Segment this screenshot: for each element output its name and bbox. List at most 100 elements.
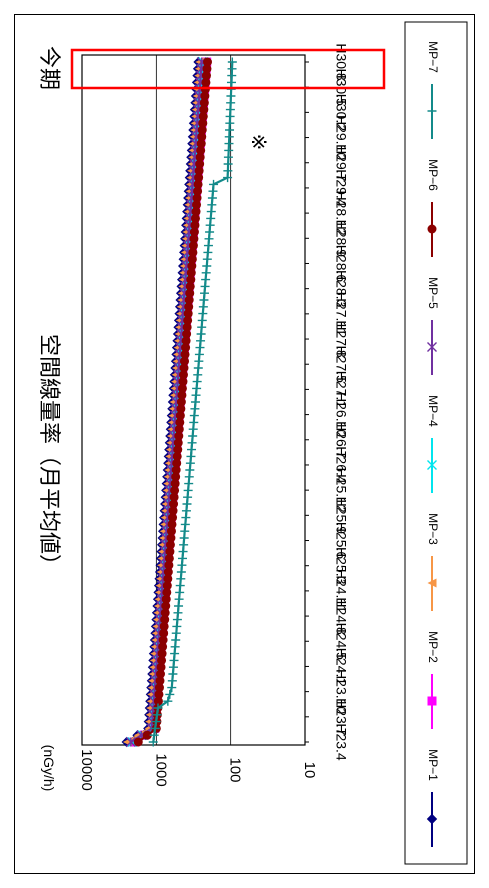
- x-tick-label: H26.7: [333, 421, 349, 459]
- data-point: [187, 261, 197, 271]
- x-tick-label: H28.6: [333, 245, 349, 283]
- data-point: [196, 145, 206, 155]
- x-tick-label: H25.12: [333, 468, 349, 513]
- legend-label: MP−7: [426, 41, 440, 73]
- x-tick-label: H29.7: [333, 144, 349, 182]
- data-point: [184, 295, 194, 305]
- data-point: [161, 594, 171, 604]
- data-point: [180, 356, 190, 366]
- data-point: [177, 390, 187, 400]
- x-tick-label: H30.8: [333, 43, 349, 81]
- data-point: [156, 669, 166, 679]
- data-point: [193, 186, 203, 196]
- data-point: [209, 179, 219, 189]
- data-point: [157, 649, 167, 659]
- x-tick-label: H27.11: [333, 292, 349, 336]
- chart-title: 空間線量率（月平均値）: [37, 334, 62, 576]
- x-tick-label: H26.4: [333, 446, 349, 484]
- data-point: [171, 472, 181, 482]
- y-axis-label: (nGy/h): [41, 745, 57, 792]
- legend-label: MP−3: [426, 513, 440, 545]
- data-point: [166, 533, 176, 543]
- legend-label: MP−4: [426, 395, 440, 427]
- data-point: [158, 642, 168, 652]
- x-tick-label: H25.6: [333, 522, 349, 560]
- legend-item: MP−4: [426, 395, 440, 493]
- x-tick-label: H29.10: [333, 115, 349, 160]
- legend-label: MP−2: [426, 631, 440, 663]
- data-point: [189, 234, 199, 244]
- note-mark: ※: [247, 134, 269, 151]
- data-point: [163, 696, 173, 706]
- data-point: [151, 717, 161, 727]
- data-point: [181, 343, 191, 353]
- data-point: [198, 111, 208, 121]
- data-point: [427, 578, 437, 588]
- data-point: [176, 397, 186, 407]
- data-point: [173, 445, 183, 455]
- data-point: [426, 813, 438, 825]
- x-tick-label: H27.8: [333, 320, 349, 358]
- data-point: [156, 662, 166, 672]
- x-tick-label: H28.12: [333, 191, 349, 236]
- data-point: [168, 513, 178, 523]
- data-point: [171, 465, 181, 475]
- data-point: [427, 106, 437, 116]
- x-tick-label: H28.3: [333, 270, 349, 308]
- data-point: [201, 71, 211, 81]
- data-point: [190, 213, 200, 223]
- x-tick-label: H23.4: [333, 723, 349, 761]
- data-point: [195, 152, 205, 162]
- data-point: [160, 608, 170, 618]
- data-point: [169, 499, 179, 509]
- data-point: [153, 696, 163, 706]
- data-point: [198, 118, 208, 128]
- y-tick-label: 10000: [78, 749, 95, 791]
- data-point: [178, 370, 188, 380]
- y-tick-label: 1000: [152, 753, 169, 786]
- data-point: [142, 730, 152, 740]
- x-tick-label: H30.2: [333, 94, 349, 132]
- x-tick-label: H23.7: [333, 698, 349, 736]
- legend-item: MP−6: [426, 159, 440, 257]
- data-point: [180, 349, 190, 359]
- data-point: [201, 77, 211, 87]
- data-point: [165, 689, 175, 699]
- data-point: [189, 227, 199, 237]
- data-point: [170, 479, 180, 489]
- data-point: [202, 57, 212, 67]
- data-point: [159, 621, 169, 631]
- chart-frame: [14, 14, 475, 874]
- data-point: [165, 547, 175, 557]
- data-point: [163, 567, 173, 577]
- latest-period-highlight: [70, 48, 386, 90]
- data-point: [172, 458, 182, 468]
- data-point: [192, 200, 202, 210]
- data-point: [182, 329, 192, 339]
- data-point: [161, 601, 171, 611]
- x-tick-label: H25.3: [333, 547, 349, 585]
- data-point: [196, 139, 206, 149]
- data-point: [157, 655, 167, 665]
- x-tick-label: H24.8: [333, 597, 349, 635]
- data-point: [427, 342, 437, 352]
- x-tick-label: H24.5: [333, 623, 349, 661]
- x-tick-label: H23.10: [333, 669, 349, 714]
- data-point: [160, 615, 170, 625]
- data-point: [202, 64, 212, 74]
- data-point: [178, 377, 188, 387]
- data-point: [173, 438, 183, 448]
- data-point: [191, 207, 201, 217]
- data-point: [187, 254, 197, 264]
- data-point: [176, 404, 186, 414]
- x-tick-label: H29.4: [333, 169, 349, 207]
- legend-item: MP−2: [426, 631, 440, 729]
- data-point: [159, 628, 169, 638]
- data-point: [174, 424, 184, 434]
- series-MP−7: [148, 57, 237, 747]
- data-point: [148, 737, 158, 747]
- data-point: [194, 173, 204, 183]
- y-tick-label: 10: [301, 762, 318, 779]
- data-point: [133, 737, 143, 747]
- data-point: [154, 683, 164, 693]
